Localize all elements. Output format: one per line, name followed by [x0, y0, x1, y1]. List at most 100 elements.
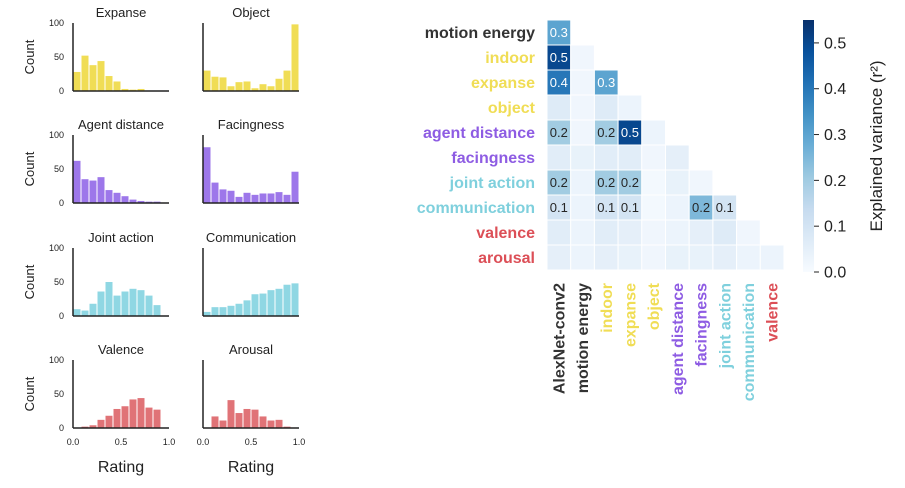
histogram-bar	[267, 290, 275, 316]
x-tick-label: 0.0	[197, 437, 210, 447]
panel-title: Valence	[98, 342, 144, 357]
cell-value-label: 0.3	[597, 75, 615, 90]
histogram-bar	[81, 55, 89, 91]
histogram-panel: Communication	[202, 230, 299, 317]
column-label: valence	[765, 283, 782, 342]
histogram-grid: Expanse 0 50 100 Count Object Agent distance 0 5…	[22, 5, 305, 476]
heatmap-cell	[641, 244, 666, 271]
row-label: motion energy	[425, 25, 535, 42]
colorbar-tick-label: 0.0	[824, 265, 846, 282]
histogram-panel: Expanse 0 50 100 Count	[22, 5, 169, 96]
histogram-bar	[283, 70, 291, 91]
histogram-bar	[275, 419, 283, 428]
heatmap-cell	[570, 244, 595, 271]
histogram-bar	[259, 416, 267, 428]
histogram-bar	[113, 295, 121, 316]
row-label: indoor	[485, 50, 535, 67]
heatmap-cell	[641, 169, 666, 196]
histogram-bar	[291, 24, 299, 91]
histogram-bar	[275, 78, 283, 91]
row-label: communication	[417, 200, 535, 217]
histogram-bar	[291, 171, 299, 203]
x-tick-label: 1.0	[163, 437, 176, 447]
histogram-bar	[259, 84, 267, 91]
histogram-bar	[73, 160, 81, 203]
heatmap-cell	[593, 244, 619, 271]
histogram-bar	[121, 406, 129, 428]
column-label: agent distance	[670, 283, 687, 395]
histogram-panel: Agent distance 0 50 100 Count	[22, 117, 169, 208]
histogram-bar	[153, 305, 161, 316]
panel-title: Facingness	[218, 117, 285, 132]
histogram-bar	[219, 420, 227, 428]
row-label: expanse	[471, 75, 535, 92]
histogram-bar	[243, 408, 251, 428]
heatmap-cell	[641, 119, 666, 146]
heatmap-cell	[546, 219, 572, 246]
heatmap-cell	[570, 194, 595, 221]
cell-value-label: 0.2	[597, 175, 615, 190]
histogram-bar	[113, 192, 121, 203]
cell-value-label: 0.2	[550, 175, 568, 190]
column-label: joint action	[717, 283, 734, 369]
heatmap-cell	[570, 169, 595, 196]
histogram-bar	[89, 180, 97, 203]
histogram-bar	[267, 420, 275, 428]
heatmap-cell	[736, 244, 761, 271]
histogram-bar	[267, 193, 275, 203]
histogram-bar	[97, 291, 105, 316]
heatmap-cell	[641, 144, 666, 171]
panel-title: Communication	[206, 230, 296, 245]
heatmap-cell	[665, 194, 690, 221]
histogram-bar	[97, 61, 105, 91]
histogram-bar	[235, 82, 243, 91]
heatmap-cell	[665, 169, 690, 196]
x-tick-label: 1.0	[293, 437, 306, 447]
colorbar-tick-label: 0.2	[824, 173, 846, 190]
heatmap-chart: 0.3 0.5 0.4 0.3 0.2 0.2 0.5 0.2 0.2 0.2 0.1 0.1 0.1 0…	[417, 19, 785, 401]
colorbar: 0.0 0.1 0.2 0.3 0.4 0.5 Explained variance (r²…	[803, 20, 886, 282]
histogram-bar	[105, 190, 113, 203]
cell-value-label: 0.5	[621, 125, 639, 140]
histogram-bar	[89, 303, 97, 316]
cell-value-label: 0.1	[550, 200, 568, 215]
histogram-panel: Object	[202, 5, 299, 92]
histogram-bar	[235, 196, 243, 203]
histogram-bar	[227, 190, 235, 203]
histogram-bar	[145, 407, 153, 428]
heatmap-cell	[712, 219, 738, 246]
histogram-bar	[129, 399, 137, 428]
histogram-bar	[203, 311, 211, 316]
row-label: valence	[476, 225, 535, 242]
histogram-bar	[97, 177, 105, 203]
histogram-bar	[97, 419, 105, 428]
histogram-bar	[137, 290, 145, 316]
y-tick-label: 0	[59, 311, 64, 321]
heatmap-cell	[665, 144, 690, 171]
cell-value-label: 0.2	[550, 125, 568, 140]
cell-value-label: 0.2	[692, 200, 710, 215]
heatmap-cell	[617, 219, 643, 246]
heatmap-cell	[712, 244, 738, 271]
column-label: facingness	[694, 283, 711, 367]
y-tick-label: 50	[54, 164, 64, 174]
y-tick-label: 100	[49, 355, 64, 365]
histogram-bar	[211, 182, 219, 203]
histogram-bar	[259, 193, 267, 203]
histogram-bar	[73, 71, 81, 91]
heatmap-cell	[736, 219, 761, 246]
heatmap-cell	[688, 219, 714, 246]
y-tick-label: 100	[49, 243, 64, 253]
histogram-bar	[105, 282, 113, 316]
histogram-bar	[113, 81, 121, 91]
histogram-bar	[291, 283, 299, 316]
x-tick-label: 0.5	[245, 437, 258, 447]
histogram-bar	[243, 192, 251, 203]
histogram-bar	[89, 425, 97, 428]
heatmap-cell	[546, 244, 572, 271]
histogram-bar	[227, 86, 235, 91]
row-label: agent distance	[423, 125, 535, 142]
histogram-bar	[153, 409, 161, 428]
column-label: object	[646, 282, 663, 330]
histogram-bar	[251, 409, 259, 428]
